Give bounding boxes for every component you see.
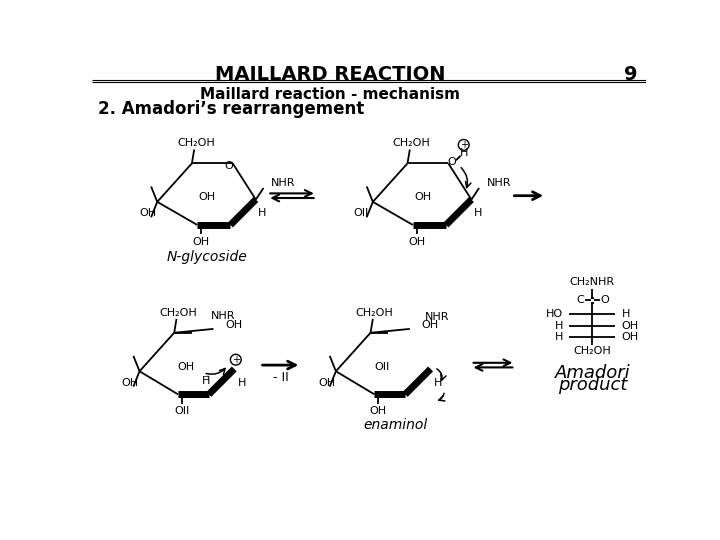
Text: H: H bbox=[434, 378, 443, 388]
Text: O: O bbox=[600, 295, 608, 306]
Text: CH₂NHR: CH₂NHR bbox=[570, 277, 615, 287]
FancyArrowPatch shape bbox=[437, 369, 446, 380]
Text: CH₂OH: CH₂OH bbox=[159, 308, 197, 318]
Text: H: H bbox=[459, 147, 468, 158]
Text: H: H bbox=[238, 378, 246, 388]
Text: OH: OH bbox=[369, 406, 387, 416]
Text: H: H bbox=[473, 208, 482, 218]
Text: enaminol: enaminol bbox=[364, 418, 428, 432]
Text: OH: OH bbox=[192, 237, 210, 247]
Text: H: H bbox=[258, 208, 266, 218]
Text: OII: OII bbox=[374, 362, 390, 372]
Text: MAILLARD REACTION: MAILLARD REACTION bbox=[215, 65, 446, 84]
Text: OII: OII bbox=[174, 406, 189, 416]
Text: Maillard reaction - mechanism: Maillard reaction - mechanism bbox=[200, 86, 461, 102]
FancyArrowPatch shape bbox=[206, 368, 225, 374]
Text: OH: OH bbox=[122, 378, 139, 388]
FancyArrowPatch shape bbox=[438, 393, 445, 401]
Text: OH: OH bbox=[414, 192, 431, 202]
Text: H: H bbox=[554, 321, 563, 331]
Text: OII: OII bbox=[354, 208, 369, 218]
Text: +: + bbox=[232, 355, 240, 365]
Text: Amadori: Amadori bbox=[554, 364, 630, 382]
Text: CH₂OH: CH₂OH bbox=[573, 346, 611, 356]
Text: OH: OH bbox=[421, 320, 438, 330]
Text: CH₂OH: CH₂OH bbox=[356, 308, 393, 318]
Text: 2. Amadori’s rearrangement: 2. Amadori’s rearrangement bbox=[98, 100, 364, 118]
Text: NHR: NHR bbox=[271, 178, 296, 187]
Text: N-glycoside: N-glycoside bbox=[167, 251, 248, 264]
Text: OH: OH bbox=[621, 321, 639, 331]
Text: +: + bbox=[459, 140, 468, 150]
Text: C: C bbox=[577, 295, 585, 306]
Text: - II: - II bbox=[274, 371, 289, 384]
Text: OH: OH bbox=[318, 378, 336, 388]
Text: O: O bbox=[447, 157, 456, 167]
Text: NHR: NHR bbox=[210, 311, 235, 321]
Text: OH: OH bbox=[199, 192, 216, 202]
Text: OH: OH bbox=[177, 362, 194, 372]
Text: H: H bbox=[621, 309, 630, 319]
Text: OH: OH bbox=[408, 237, 426, 247]
Text: CH₂OH: CH₂OH bbox=[392, 138, 431, 149]
FancyArrowPatch shape bbox=[461, 167, 471, 187]
Text: OH: OH bbox=[140, 208, 156, 218]
Text: OH: OH bbox=[225, 320, 242, 330]
Text: CH₂OH: CH₂OH bbox=[177, 138, 215, 149]
Text: OH: OH bbox=[621, 333, 639, 342]
Text: NHR: NHR bbox=[487, 178, 511, 187]
Text: H⃗: H⃗ bbox=[202, 375, 210, 386]
Text: product: product bbox=[557, 376, 627, 394]
Text: NHR: NHR bbox=[425, 312, 449, 322]
Text: HO: HO bbox=[546, 309, 563, 319]
Text: 9: 9 bbox=[624, 65, 637, 84]
Text: O: O bbox=[225, 161, 233, 171]
Text: H: H bbox=[554, 333, 563, 342]
